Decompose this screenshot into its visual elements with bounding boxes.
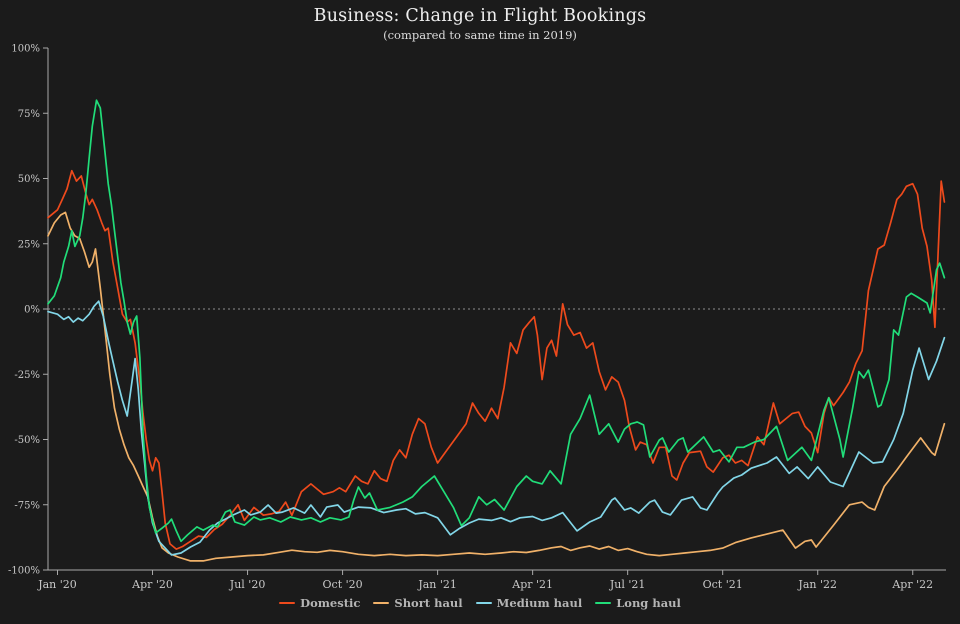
x-tick-label: Apr '22 — [891, 578, 933, 591]
chart-legend: Domestic Short haul Medium haul Long haul — [0, 596, 960, 610]
legend-label: Domestic — [300, 596, 361, 610]
y-tick-label: -50% — [14, 435, 40, 446]
x-tick-label: Jan '22 — [797, 578, 837, 591]
x-tick-label: Apr '20 — [131, 578, 173, 591]
legend-item-medium-haul: Medium haul — [475, 596, 583, 610]
x-tick-label: Oct '21 — [703, 578, 743, 591]
legend-line-swatch — [373, 601, 390, 605]
series-line-short-haul — [47, 211, 946, 562]
x-tick-label: Jul '20 — [229, 578, 266, 591]
y-tick-label: 0% — [24, 305, 40, 316]
legend-line-swatch — [279, 601, 296, 605]
legend-item-long-haul: Long haul — [595, 596, 681, 610]
x-tick-label: Jan '21 — [417, 578, 457, 591]
y-tick-label: 75% — [18, 109, 40, 120]
series-line-medium-haul — [47, 300, 946, 556]
y-tick-label: -100% — [8, 566, 40, 577]
y-tick-label: -75% — [14, 500, 40, 511]
legend-item-short-haul: Short haul — [373, 596, 463, 610]
x-tick-label: Apr '21 — [511, 578, 553, 591]
y-tick-label: 100% — [11, 44, 40, 55]
legend-line-swatch — [475, 601, 492, 605]
legend-label: Short haul — [394, 596, 463, 610]
x-tick-label: Jan '20 — [37, 578, 77, 591]
series-line-domestic — [47, 169, 946, 550]
y-tick-label: 25% — [18, 239, 40, 250]
y-tick-label: -25% — [14, 370, 40, 381]
legend-item-domestic: Domestic — [279, 596, 360, 610]
legend-label: Medium haul — [496, 596, 583, 610]
x-tick-label: Jul '21 — [609, 578, 646, 591]
chart-title: Business: Change in Flight Bookings — [313, 6, 647, 26]
x-tick-label: Oct '20 — [323, 578, 363, 591]
legend-label: Long haul — [616, 596, 681, 610]
legend-line-swatch — [595, 601, 612, 605]
series-line-long-haul — [47, 99, 946, 543]
y-tick-label: 50% — [18, 174, 40, 185]
axes — [47, 48, 946, 571]
chart-subtitle: (compared to same time in 2019) — [383, 28, 577, 42]
